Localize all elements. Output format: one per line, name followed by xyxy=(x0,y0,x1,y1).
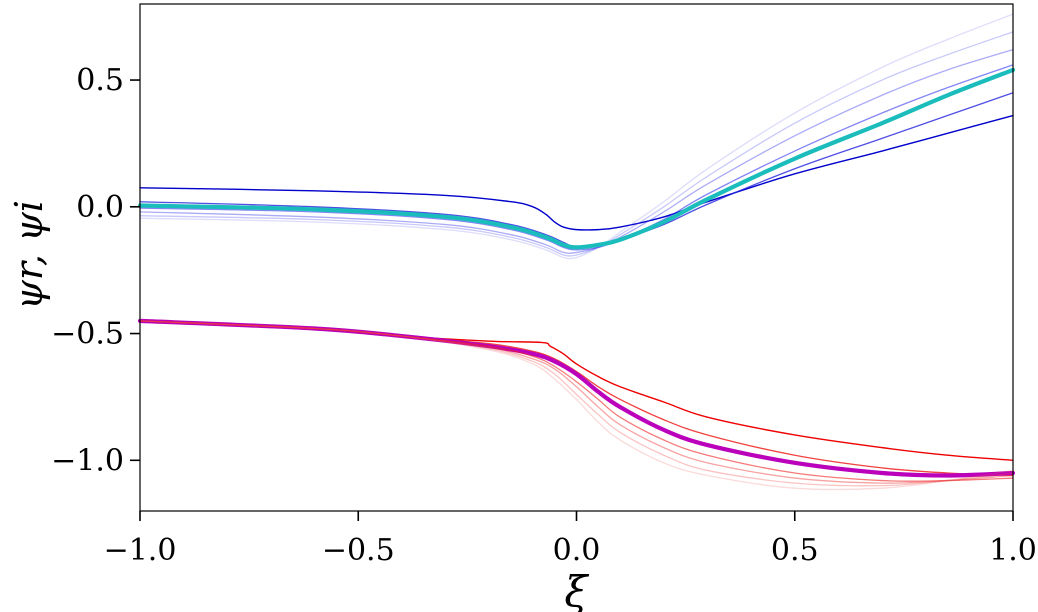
series-line-9 xyxy=(139,320,1014,477)
series-line-5 xyxy=(139,31,1014,257)
series-line-11 xyxy=(139,320,1014,482)
x-tick-label: −0.5 xyxy=(322,533,395,568)
y-axis-label: ψr, ψi xyxy=(7,200,51,310)
series-line-6 xyxy=(139,13,1014,260)
x-tick-label: 0.0 xyxy=(553,533,601,568)
series-layer xyxy=(137,13,1016,491)
series-line-13 xyxy=(139,320,1014,487)
axes-layer: −1.0 −0.5 0.0 0.5 1.0 −1.0 −0.5 0.0 0.5 xyxy=(51,3,1037,568)
series-line-12 xyxy=(139,320,1014,484)
series-line-10 xyxy=(137,318,1016,478)
series-line-3 xyxy=(139,64,1014,251)
series-line-1 xyxy=(139,114,1014,231)
series-line-14 xyxy=(139,320,1014,491)
y-tick-label: −0.5 xyxy=(51,317,124,352)
x-tick-label: 0.5 xyxy=(771,533,819,568)
series-line-7 xyxy=(137,67,1016,250)
series-line-2 xyxy=(139,92,1014,249)
y-tick-label: 0.5 xyxy=(76,63,124,98)
x-tick-label: 1.0 xyxy=(989,533,1037,568)
series-line-8 xyxy=(139,320,1014,461)
axis-labels: ξ ψr, ψi xyxy=(7,200,589,612)
y-tick-label: 0.0 xyxy=(76,190,124,225)
series-line-4 xyxy=(139,48,1014,254)
y-tick-label: −1.0 xyxy=(51,443,124,478)
x-axis-label: ξ xyxy=(564,567,589,612)
x-tick-label: −1.0 xyxy=(104,533,177,568)
